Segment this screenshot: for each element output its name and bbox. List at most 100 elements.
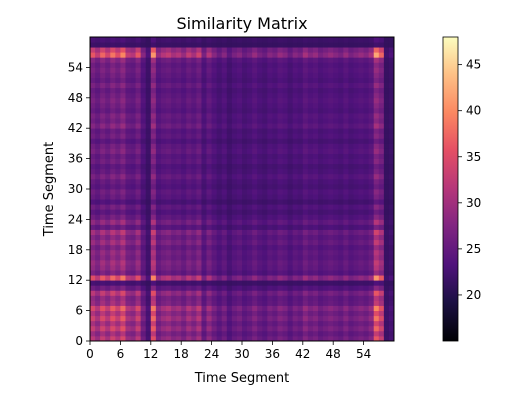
heatmap-cell [262, 214, 268, 220]
heatmap-cell [145, 168, 152, 175]
heatmap-cell [115, 102, 121, 109]
heatmap-cell [211, 194, 218, 200]
heatmap-cell [110, 42, 116, 48]
heatmap-cell [277, 285, 283, 291]
heatmap-cell [312, 82, 319, 89]
heatmap-cell [155, 305, 162, 311]
heatmap-cell [378, 183, 385, 190]
heatmap-cell [125, 310, 131, 317]
heatmap-cell [171, 259, 177, 266]
heatmap-cell [267, 229, 273, 235]
heatmap-cell [302, 214, 309, 220]
heatmap-cell [120, 244, 126, 251]
heatmap-cell [120, 123, 126, 129]
heatmap-cell [267, 285, 273, 291]
heatmap-cell [257, 128, 263, 134]
heatmap-cell [307, 183, 314, 190]
heatmap-cell [383, 107, 390, 114]
heatmap-cell [383, 87, 390, 94]
heatmap-cell [378, 189, 385, 195]
heatmap-cell [221, 254, 228, 261]
heatmap-cell [312, 173, 319, 180]
heatmap-cell [312, 209, 319, 215]
heatmap-cell [105, 52, 111, 58]
heatmap-cell [155, 87, 162, 94]
heatmap-cell [181, 265, 187, 271]
heatmap-cell [338, 330, 344, 337]
heatmap-cell [343, 72, 349, 78]
heatmap-cell [302, 234, 309, 241]
heatmap-cell [307, 118, 314, 124]
heatmap-cell [211, 189, 218, 195]
heatmap-cell [312, 204, 319, 210]
heatmap-cell [318, 87, 324, 94]
heatmap-cell [196, 183, 202, 190]
heatmap-cell [90, 173, 96, 180]
heatmap-cell [181, 133, 187, 139]
heatmap-cell [388, 224, 395, 230]
heatmap-cell [105, 57, 111, 63]
heatmap-cell [236, 239, 243, 246]
heatmap-cell [120, 325, 126, 332]
heatmap-cell [226, 67, 233, 73]
heatmap-cell [388, 62, 395, 68]
heatmap-cell [201, 168, 207, 175]
heatmap-cell [247, 265, 253, 271]
heatmap-cell [247, 153, 253, 159]
heatmap-cell [160, 72, 167, 78]
heatmap-cell [368, 285, 375, 291]
heatmap-cell [323, 239, 329, 246]
heatmap-cell [312, 335, 319, 342]
heatmap-cell [221, 148, 228, 154]
colorbar-tick-label: 35 [466, 150, 481, 164]
heatmap-cell [247, 77, 253, 83]
heatmap-cell [171, 315, 177, 322]
heatmap-cell [252, 158, 258, 165]
heatmap-cell [100, 52, 106, 58]
heatmap-cell [196, 163, 202, 170]
heatmap-cell [318, 183, 324, 190]
heatmap-cell [105, 178, 111, 185]
heatmap-cell [383, 47, 390, 53]
heatmap-cell [90, 259, 96, 266]
heatmap-cell [145, 209, 152, 215]
heatmap-cell [343, 133, 349, 139]
heatmap-cell [257, 82, 263, 89]
heatmap-cell [120, 219, 126, 225]
heatmap-cell [211, 270, 218, 276]
heatmap-cell [191, 42, 197, 48]
heatmap-cell [191, 123, 197, 129]
heatmap-cell [323, 92, 329, 99]
heatmap-cell [196, 199, 202, 205]
heatmap-cell [388, 118, 395, 124]
heatmap-cell [378, 67, 385, 73]
heatmap-cell [277, 280, 283, 286]
heatmap-cell [333, 67, 339, 73]
heatmap-cell [236, 209, 243, 215]
heatmap-cell [100, 107, 106, 114]
heatmap-cell [135, 47, 142, 53]
heatmap-cell [262, 275, 268, 281]
heatmap-cell [297, 37, 304, 43]
heatmap-cell [297, 87, 304, 94]
heatmap-cell [297, 285, 304, 291]
heatmap-cell [216, 153, 223, 159]
heatmap-cell [166, 199, 172, 205]
heatmap-cell [120, 133, 126, 139]
heatmap-cell [277, 194, 283, 200]
heatmap-cell [353, 224, 359, 230]
heatmap-cell [176, 330, 182, 337]
heatmap-cell [166, 239, 172, 246]
heatmap-cell [267, 214, 273, 220]
heatmap-cell [358, 280, 364, 286]
heatmap-cell [211, 178, 218, 185]
heatmap-cell [302, 265, 309, 271]
heatmap-cell [383, 285, 390, 291]
heatmap-cell [110, 204, 116, 210]
heatmap-cell [262, 123, 268, 129]
heatmap-cell [388, 310, 395, 317]
heatmap-cell [307, 229, 314, 235]
heatmap-cell [272, 224, 278, 230]
heatmap-cell [252, 82, 258, 89]
heatmap-cell [196, 178, 202, 185]
